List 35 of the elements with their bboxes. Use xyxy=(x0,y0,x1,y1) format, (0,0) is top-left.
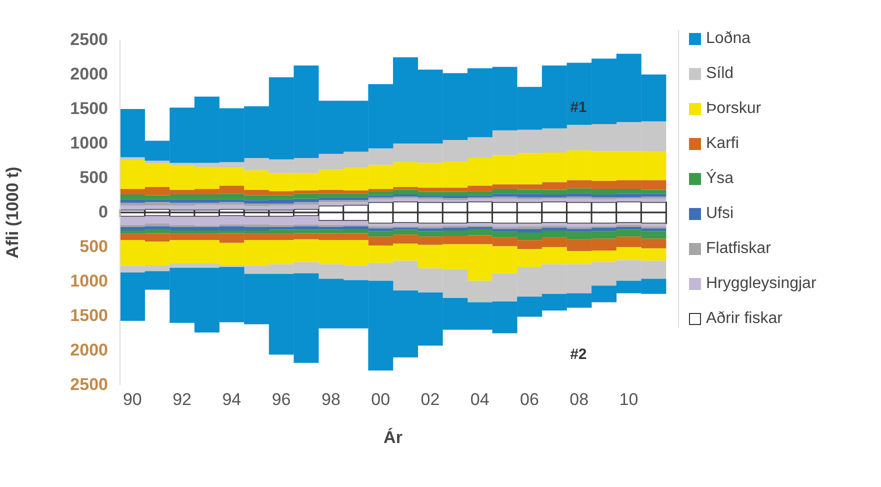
x-tick-label: 94 xyxy=(222,390,242,410)
legend-label: Aðrir fiskar xyxy=(706,310,782,328)
legend-label: Síld xyxy=(706,65,734,83)
x-tick-label: 96 xyxy=(272,390,291,410)
y-tick-label: 0 xyxy=(98,202,108,222)
x-tick-label: 04 xyxy=(470,390,490,410)
x-tick-label: 02 xyxy=(420,390,440,410)
x-tick-label: 98 xyxy=(321,390,340,410)
x-tick-label: 90 xyxy=(122,390,142,410)
legend-label: Ýsa xyxy=(706,170,734,188)
x-tick-label: 10 xyxy=(619,390,638,410)
x-tick-label: 00 xyxy=(371,390,390,410)
y-tick-label: 2500 xyxy=(70,375,108,394)
y-tick-label: 500 xyxy=(80,237,108,256)
annotation: #1 xyxy=(570,99,587,116)
y-tick-label: 1000 xyxy=(70,134,108,152)
legend-label: Hryggleysingjar xyxy=(706,275,816,293)
y-tick-label: 500 xyxy=(80,168,108,187)
y-axis-title: Afli (1000 t) xyxy=(3,166,22,258)
x-tick-label: 08 xyxy=(570,390,589,410)
legend-label: Þorskur xyxy=(706,100,762,118)
y-tick-label: 2000 xyxy=(70,64,108,84)
legend-label: Loðna xyxy=(706,30,750,48)
legend-label: Ufsi xyxy=(706,205,734,223)
legend-label: Karfi xyxy=(706,135,739,153)
y-tick-label: 2000 xyxy=(70,340,108,360)
x-tick-label: 92 xyxy=(172,390,192,410)
legend-label: Flatfiskar xyxy=(706,240,771,258)
x-axis-title: Ár xyxy=(384,427,403,447)
y-tick-label: 1000 xyxy=(70,272,108,290)
y-tick-label: 2500 xyxy=(70,30,108,49)
y-tick-label: 1500 xyxy=(70,306,108,325)
annotation: #2 xyxy=(570,346,587,363)
y-tick-label: 1500 xyxy=(70,99,108,118)
x-tick-label: 06 xyxy=(520,390,539,410)
